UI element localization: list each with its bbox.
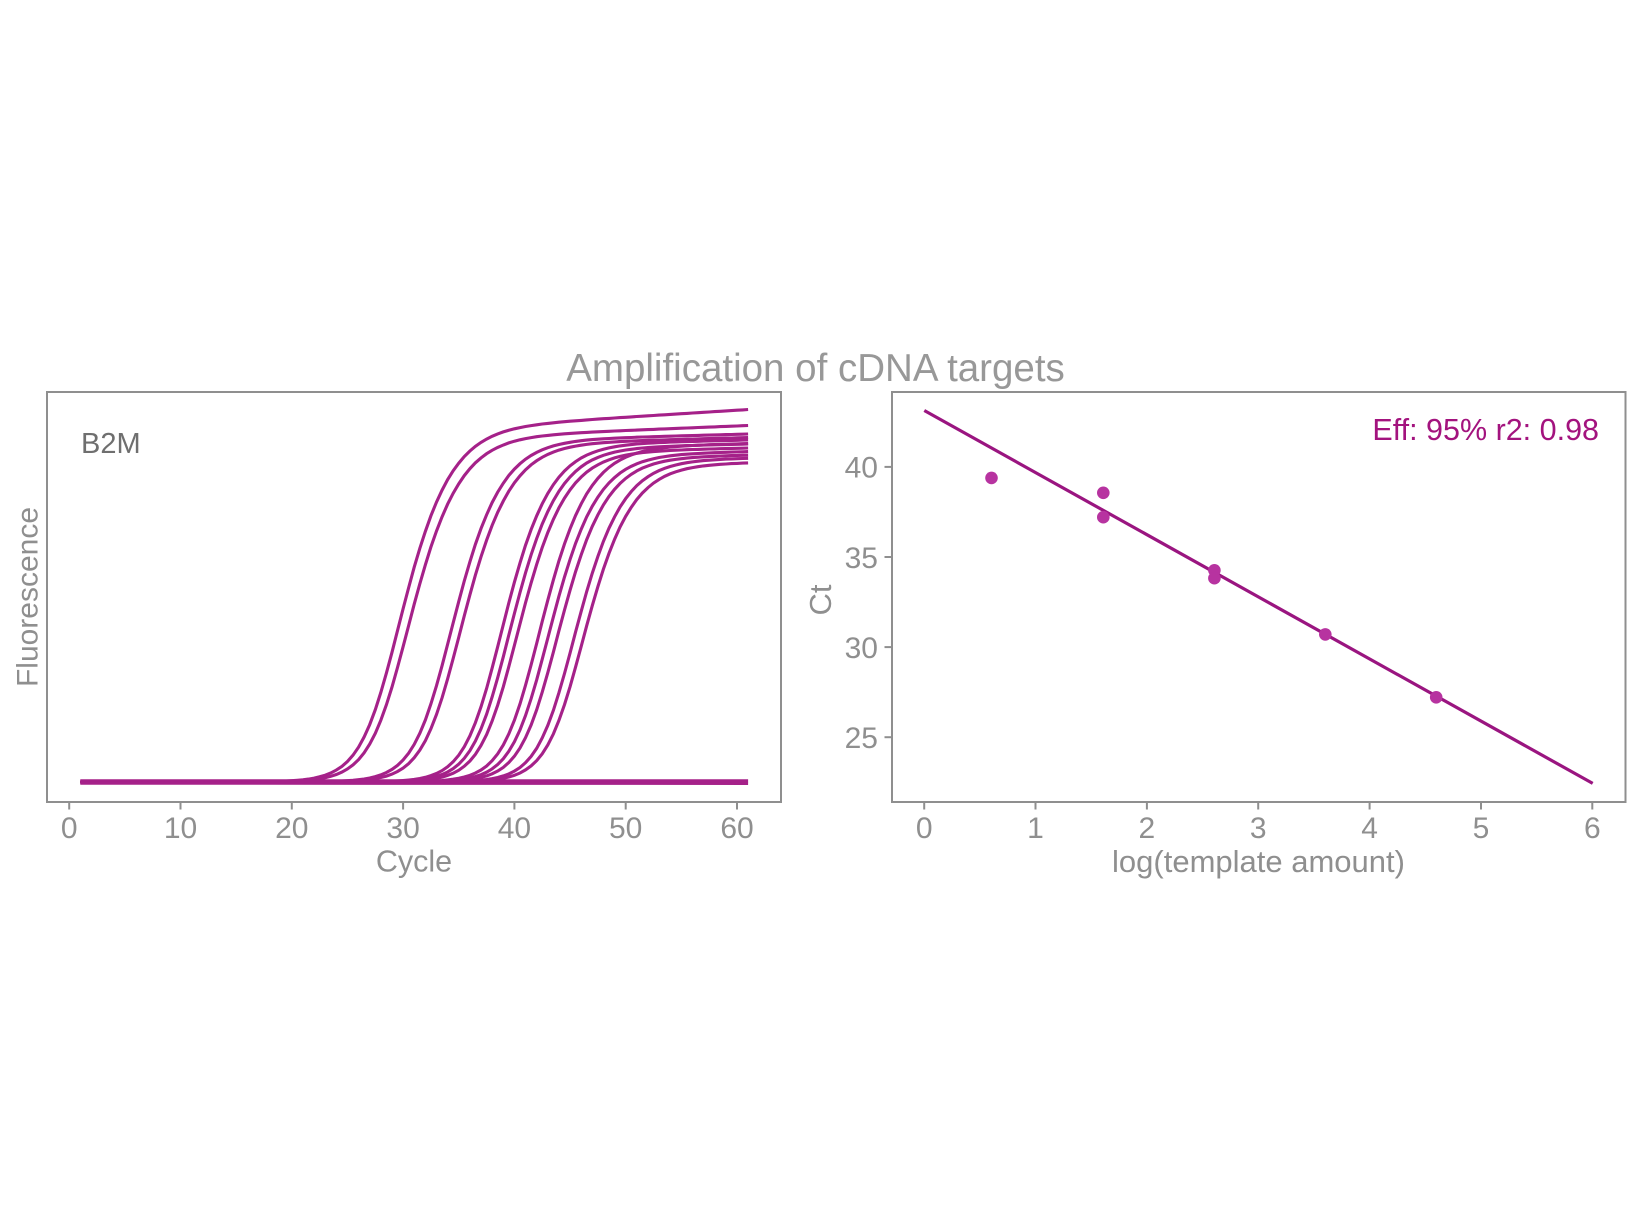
- svg-text:60: 60: [720, 812, 753, 845]
- svg-text:1: 1: [1027, 812, 1044, 845]
- svg-text:50: 50: [609, 812, 642, 845]
- svg-text:20: 20: [275, 812, 308, 845]
- svg-text:Fluorescence: Fluorescence: [12, 507, 45, 687]
- svg-text:40: 40: [498, 812, 531, 845]
- svg-text:25: 25: [845, 722, 878, 755]
- svg-text:Amplification of cDNA targets: Amplification of cDNA targets: [566, 347, 1065, 390]
- svg-text:Eff: 95% r2: 0.98: Eff: 95% r2: 0.98: [1372, 413, 1599, 447]
- svg-text:5: 5: [1473, 812, 1490, 845]
- svg-text:Cycle: Cycle: [376, 845, 452, 879]
- svg-text:2: 2: [1139, 812, 1156, 845]
- svg-text:3: 3: [1250, 812, 1267, 845]
- svg-text:4: 4: [1361, 812, 1378, 845]
- svg-text:35: 35: [845, 542, 878, 575]
- svg-text:log(template amount): log(template amount): [1112, 844, 1405, 879]
- svg-text:30: 30: [386, 812, 419, 845]
- svg-text:30: 30: [845, 632, 878, 665]
- svg-text:Ct: Ct: [803, 584, 838, 615]
- svg-text:0: 0: [61, 812, 78, 845]
- svg-text:0: 0: [916, 812, 933, 845]
- svg-text:40: 40: [845, 452, 878, 485]
- svg-text:10: 10: [164, 812, 197, 845]
- svg-text:6: 6: [1584, 812, 1601, 845]
- svg-text:B2M: B2M: [81, 428, 141, 460]
